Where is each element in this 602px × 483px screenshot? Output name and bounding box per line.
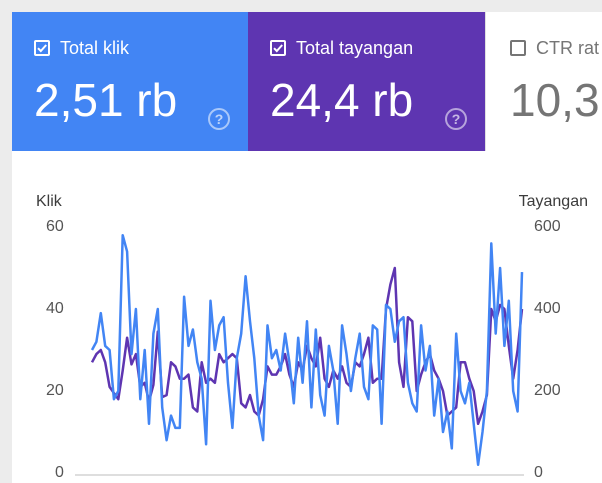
- average-ctr-label: CTR rat: [536, 38, 599, 58]
- chart-plot-area: [75, 233, 524, 476]
- right-axis-title: Tayangan: [518, 193, 588, 210]
- right-tick: 200: [534, 382, 561, 399]
- left-axis-title: Klik: [36, 193, 62, 210]
- checkbox-checked-icon[interactable]: [270, 40, 286, 56]
- total-clicks-label: Total klik: [60, 38, 130, 58]
- total-clicks-value: 2,51 rb: [34, 74, 178, 126]
- total-clicks-tile[interactable]: Total klik 2,51 rb ?: [12, 12, 248, 151]
- left-tick: 60: [46, 218, 64, 235]
- series-line-total-klik: [90, 233, 524, 467]
- right-tick: 0: [534, 464, 543, 481]
- total-impressions-label: Total tayangan: [296, 38, 414, 58]
- help-icon[interactable]: ?: [208, 108, 230, 130]
- total-impressions-tile[interactable]: Total tayangan 24,4 rb ?: [248, 12, 485, 151]
- help-icon[interactable]: ?: [445, 108, 467, 130]
- left-tick: 20: [46, 382, 64, 399]
- left-tick: 0: [55, 464, 64, 481]
- average-ctr-tile[interactable]: CTR rat 10,3: [485, 12, 602, 151]
- total-impressions-value: 24,4 rb: [270, 74, 414, 126]
- metric-tiles: Total klik 2,51 rb ? Total tayangan 24,4…: [12, 12, 602, 151]
- series-line-total-tayangan: [90, 266, 524, 426]
- performance-card: Total klik 2,51 rb ? Total tayangan 24,4…: [12, 12, 602, 483]
- left-tick: 40: [46, 300, 64, 317]
- average-ctr-header: CTR rat: [510, 38, 599, 58]
- total-clicks-header: Total klik: [34, 38, 129, 58]
- performance-chart: Klik Tayangan 60 40 20 0 600 400 200 0: [12, 151, 602, 483]
- average-ctr-value: 10,3: [510, 74, 600, 126]
- checkbox-checked-icon[interactable]: [34, 40, 50, 56]
- total-impressions-header: Total tayangan: [270, 38, 413, 58]
- right-tick: 600: [534, 218, 561, 235]
- right-tick: 400: [534, 300, 561, 317]
- checkbox-unchecked-icon[interactable]: [510, 40, 526, 56]
